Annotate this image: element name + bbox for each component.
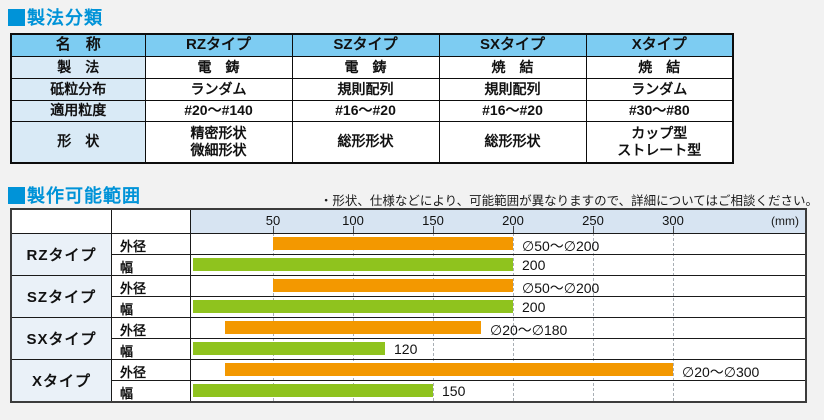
chart-axis-header [190,210,805,233]
row-line [12,317,805,318]
header-sx-type: SXタイプ [438,33,587,57]
bar-value-label: ∅20～∅180 [490,322,568,338]
chart-type-0: RZタイプ [12,233,111,275]
table-row: 形 状 精密形状 微細形状 総形形状 総形形状 カップ型 ストレート型 [10,120,734,164]
row-line [111,338,805,339]
tick-50 [273,226,274,233]
tick-150 [433,226,434,233]
section-marker-square-icon [8,8,25,26]
bar-value-label: ∅50～∅200 [522,238,600,254]
tick-label-150: 150 [422,213,444,228]
row-label-grain-distribution: 砥粒分布 [10,77,146,101]
bar-axis-label: 幅 [120,302,134,317]
consultation-note: ・形状、仕様などにより、可能範囲が異なりますので、詳細についてはご相談ください。 [319,194,818,208]
cell-shape-rz: 精密形状 微細形状 [144,120,293,164]
row-label-grit-size: 適用粒度 [10,99,146,122]
row-line [12,233,805,234]
cell-grain-sx: 規則配列 [438,77,587,101]
bar-axis-label: 外径 [120,239,147,254]
tick-250 [593,226,594,233]
bar-axis-label: 外径 [120,281,147,296]
bar-axis-label: 幅 [120,260,134,275]
cell-shape-sx: 総形形状 [438,120,587,164]
row-line [111,254,805,255]
bar-value-label: ∅50～∅200 [522,280,600,296]
cell-grain-sz: 規則配列 [291,77,440,101]
cell-shape-x: カップ型 ストレート型 [585,120,734,164]
cell-grit-sx: #16～#20 [438,99,587,122]
section-title-manufacturing-method: 製法分類 [8,4,103,30]
header-x-type: Xタイプ [585,33,734,57]
range-bar-SZタイプ-幅 [193,300,513,313]
tick-100 [353,226,354,233]
tick-label-250: 250 [582,213,604,228]
bar-value-label: 200 [522,299,546,315]
table-row: 砥粒分布 ランダム 規則配列 規則配列 ランダム [10,77,734,101]
row-line [111,296,805,297]
production-range-chart: (mm) 50 100 150 200 250 300 RZタイプ 外径 ∅50～∅200 幅 20… [10,208,807,403]
range-bar-SZタイプ-外径 [273,279,513,292]
cell-grain-rz: ランダム [144,77,293,101]
row-line [12,275,805,276]
cell-grit-x: #30～#80 [585,99,734,122]
cell-method-sx: 焼 結 [438,55,587,79]
range-bar-RZタイプ-外径 [273,237,513,250]
section1-title-text: 製法分類 [27,8,103,28]
chart-type-3: Xタイプ [12,359,111,401]
range-bar-RZタイプ-幅 [193,258,513,271]
bar-axis-label: 幅 [120,344,134,359]
tick-label-100: 100 [342,213,364,228]
range-bar-SXタイプ-幅 [193,342,385,355]
row-label-method: 製 法 [10,55,146,79]
axis-unit-label: (mm) [771,214,799,228]
header-sz-type: SZタイプ [291,33,440,57]
range-bar-SXタイプ-外径 [225,321,481,334]
cell-method-rz: 電 鋳 [144,55,293,79]
cell-method-sz: 電 鋳 [291,55,440,79]
table-header-row: 名 称 RZタイプ SZタイプ SXタイプ Xタイプ [10,33,734,57]
section-marker-square-icon [8,186,25,204]
tick-300 [673,226,674,233]
tick-label-50: 50 [265,213,281,228]
cell-method-x: 焼 結 [585,55,734,79]
column-divider [190,210,191,401]
row-label-shape: 形 状 [10,120,146,164]
chart-type-1: SZタイプ [12,275,111,317]
table-row: 製 法 電 鋳 電 鋳 焼 結 焼 結 [10,55,734,79]
range-bar-Xタイプ-外径 [225,363,673,376]
bar-value-label: ∅20～∅300 [682,364,760,380]
cell-grit-rz: #20～#140 [144,99,293,122]
bar-axis-label: 外径 [120,323,147,338]
header-rz-type: RZタイプ [144,33,293,57]
bar-axis-label: 外径 [120,365,147,380]
bar-value-label: 150 [442,383,466,399]
chart-plot-area: (mm) 50 100 150 200 250 300 RZタイプ 外径 ∅50～∅200 幅 20… [12,210,805,401]
section-title-production-range: 製作可能範囲 [8,182,141,208]
tick-label-200: 200 [502,213,524,228]
range-bar-Xタイプ-幅 [193,384,433,397]
cell-grain-x: ランダム [585,77,734,101]
manufacturing-method-table: 名 称 RZタイプ SZタイプ SXタイプ Xタイプ 製 法 電 鋳 電 鋳 焼… [10,33,734,165]
header-name: 名 称 [10,33,146,57]
tick-label-300: 300 [662,213,684,228]
bar-axis-label: 幅 [120,386,134,401]
row-line [111,380,805,381]
bar-value-label: 120 [394,341,418,357]
column-divider [111,210,112,401]
cell-grit-sz: #16～#20 [291,99,440,122]
bar-value-label: 200 [522,257,546,273]
section2-title-text: 製作可能範囲 [27,186,141,206]
chart-type-2: SXタイプ [12,317,111,359]
table-row: 適用粒度 #20～#140 #16～#20 #16～#20 #30～#80 [10,99,734,122]
row-line [12,359,805,360]
tick-200 [513,226,514,233]
cell-shape-sz: 総形形状 [291,120,440,164]
